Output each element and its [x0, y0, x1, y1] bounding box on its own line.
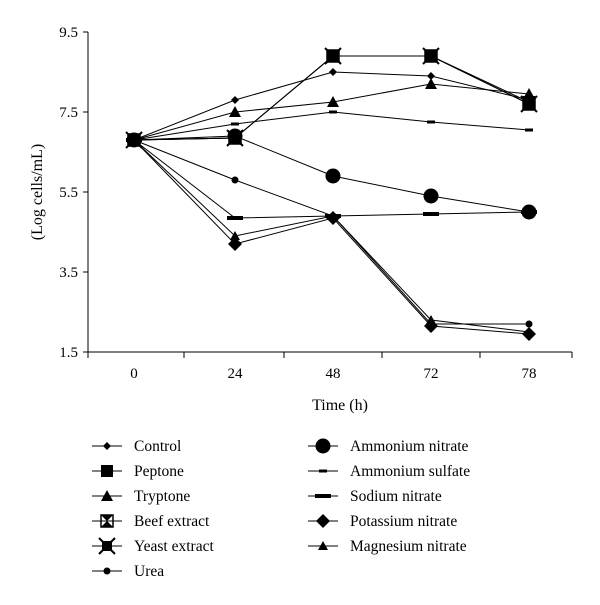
plot-area [125, 47, 538, 341]
x-tick-label: 78 [522, 366, 537, 382]
data-point [427, 72, 435, 80]
legend-marker [315, 494, 331, 498]
legend-label: Control [134, 438, 181, 455]
y-axis-label: (Log cells/mL) [29, 144, 46, 240]
legend-label: Ammonium sulfate [350, 463, 470, 480]
data-point [329, 68, 337, 76]
legend-marker [101, 465, 113, 477]
legend-label: Ammonium nitrate [350, 438, 469, 455]
legend-marker [319, 469, 327, 473]
data-point [525, 128, 533, 132]
data-point [231, 122, 239, 126]
legend-marker [103, 567, 111, 575]
legend: Control Peptone Tryptone Beef extract Yeast … [92, 438, 470, 580]
legend-item: Ammonium nitrate [308, 438, 469, 455]
legend-item: Tryptone [92, 488, 190, 505]
axes [83, 31, 573, 358]
legend-marker [98, 537, 116, 555]
series-potassium-nitrate [127, 133, 536, 341]
x-tick-label: 0 [130, 366, 138, 382]
legend-marker [318, 541, 328, 550]
legend-item: Yeast extract [92, 537, 214, 555]
data-point [525, 320, 533, 328]
series-yeast-extract [125, 47, 538, 149]
data-point [324, 47, 342, 65]
x-tick-label: 24 [228, 366, 244, 382]
data-point [227, 128, 243, 144]
data-point [227, 216, 243, 220]
x-axis-label: Time (h) [312, 397, 368, 414]
data-point [327, 96, 339, 107]
legend-item: Magnesium nitrate [308, 538, 467, 555]
data-point [521, 210, 537, 214]
series-magnesium-nitrate [129, 135, 534, 336]
data-point [228, 237, 242, 251]
legend-label: Peptone [134, 463, 184, 480]
data-point [229, 106, 241, 117]
y-tick-label: 1.5 [59, 345, 78, 361]
series-urea [130, 136, 533, 328]
data-point [423, 188, 439, 204]
data-point [520, 95, 538, 113]
legend-marker [315, 438, 331, 454]
legend-marker [101, 490, 113, 501]
data-point [524, 327, 534, 336]
legend-label: Potassium nitrate [350, 513, 457, 530]
y-tick-label: 3.5 [59, 265, 78, 281]
legend-label: Yeast extract [134, 538, 214, 555]
data-point [426, 315, 436, 324]
legend-label: Magnesium nitrate [350, 538, 467, 555]
data-point [422, 47, 440, 65]
y-tick-label: 5.5 [59, 185, 78, 201]
y-tick-label: 9.5 [59, 25, 78, 41]
series-line [133, 55, 530, 141]
data-point [425, 78, 437, 89]
tick-labels: 1.5 3.5 5.5 7.5 9.5 0 24 48 72 78 [59, 25, 536, 382]
series-line [133, 139, 529, 325]
legend-label: Urea [134, 563, 164, 580]
legend-marker [103, 442, 111, 450]
legend-item: Control [92, 438, 181, 455]
series-line [133, 55, 530, 141]
data-point [231, 176, 239, 184]
legend-item: Beef extract [92, 513, 210, 530]
series-line [133, 55, 530, 141]
data-point [329, 110, 337, 114]
legend-marker [100, 514, 114, 528]
data-point [423, 212, 439, 216]
legend-marker [316, 514, 330, 528]
data-point [325, 168, 341, 184]
x-tick-label: 48 [326, 366, 341, 382]
series-ammonium-sulfate [130, 110, 533, 142]
data-point [523, 88, 535, 99]
legend-item: Urea [92, 563, 164, 580]
legend-label: Beef extract [134, 513, 210, 530]
legend-label: Tryptone [134, 488, 190, 505]
data-point [230, 231, 240, 240]
series-ammonium-nitrate [126, 128, 537, 220]
legend-item: Peptone [92, 463, 184, 480]
data-point [129, 135, 139, 144]
data-point [231, 96, 239, 104]
data-point [328, 211, 338, 220]
legend-item: Potassium nitrate [308, 513, 457, 530]
y-tick-label: 7.5 [59, 105, 78, 121]
legend-label: Sodium nitrate [350, 488, 442, 505]
legend-item: Ammonium sulfate [308, 463, 470, 480]
legend-item: Sodium nitrate [308, 488, 442, 505]
data-point [427, 120, 435, 124]
x-tick-label: 72 [424, 366, 439, 382]
